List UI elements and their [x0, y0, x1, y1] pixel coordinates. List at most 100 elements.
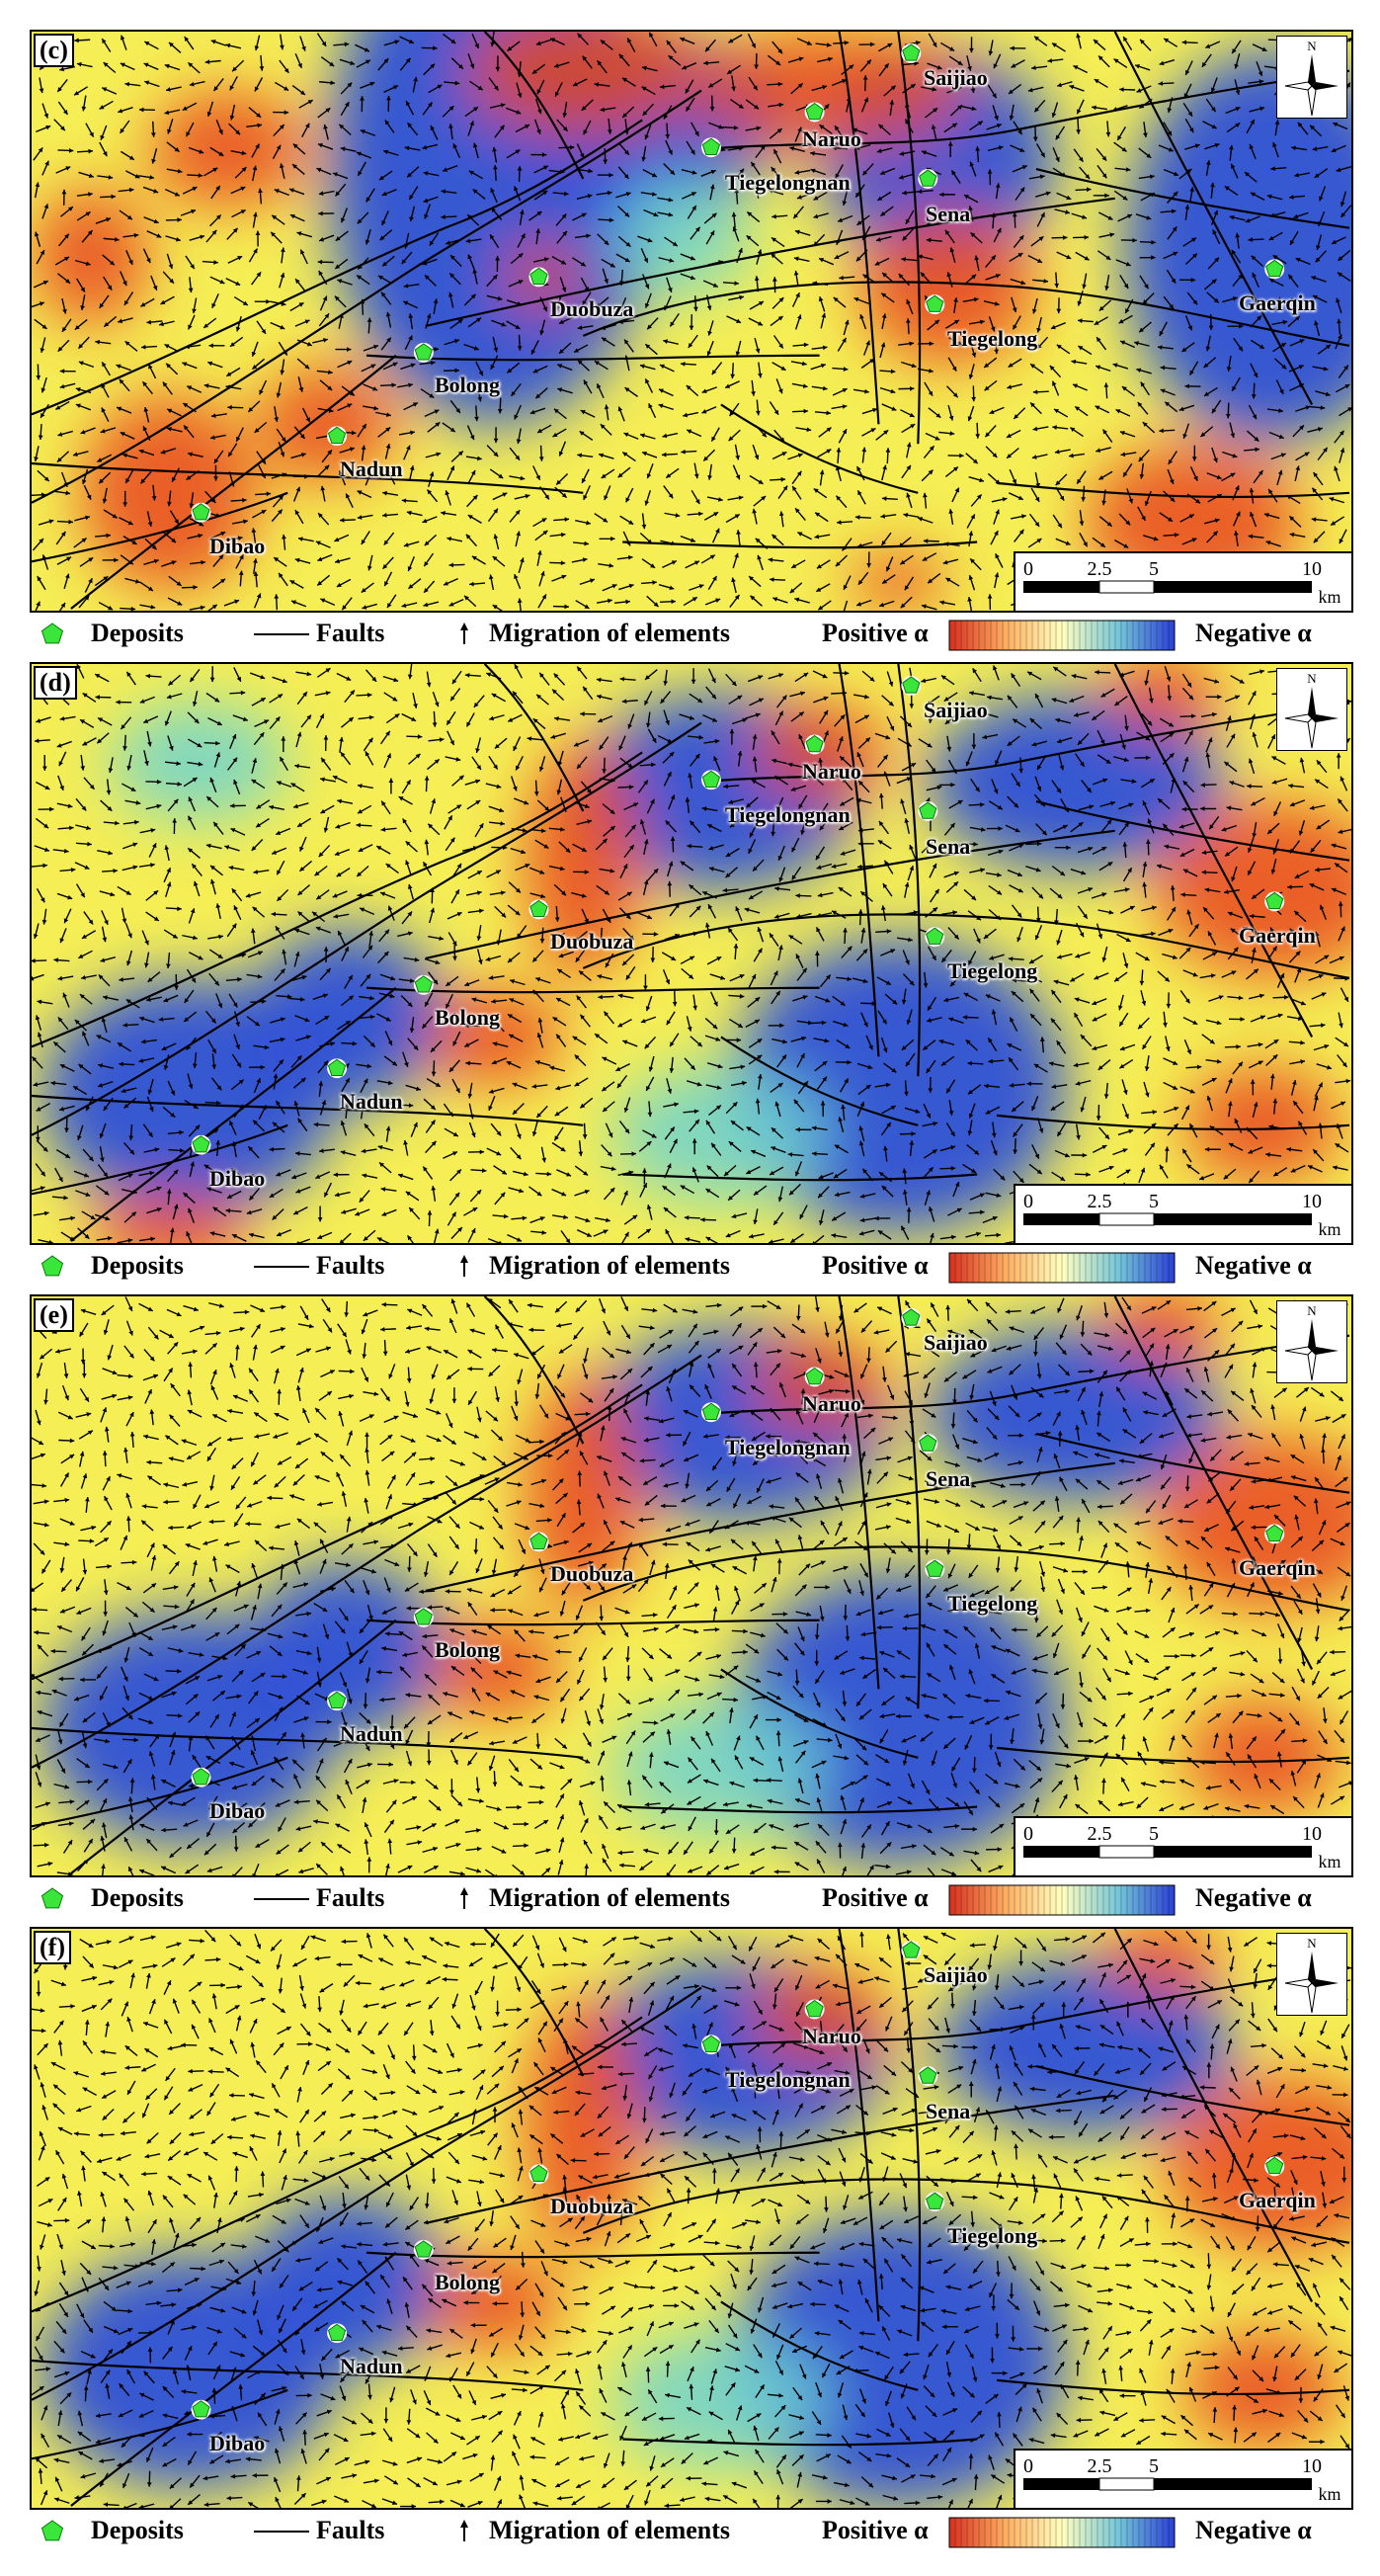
fault-line	[897, 1929, 922, 2342]
deposit-marker	[327, 2323, 348, 2344]
positive-alpha-zone	[1154, 1434, 1351, 1611]
positive-alpha-zone	[612, 178, 751, 297]
deposit-label-duobuza: Duobuza	[550, 2194, 634, 2218]
fault-line	[622, 2438, 978, 2447]
map-panel: Saijiao Naruo Tiegelongnan Sena Duobuza Gaerq…	[30, 1294, 1353, 1877]
fault-line	[700, 1966, 1350, 2048]
deposit-marker	[528, 267, 549, 288]
positive-alpha-zone	[90, 1194, 249, 1243]
fault-line	[425, 197, 1115, 328]
alpha-color-ramp	[948, 1884, 1176, 1916]
deposit-label-gaerqin: Gaerqin	[1239, 2188, 1316, 2212]
deposit-pentagon-icon	[41, 1887, 64, 1909]
deposit-marker	[901, 42, 922, 63]
fault-lines	[32, 1296, 1350, 1874]
deposit-label-gaerqin: Gaerqin	[1239, 923, 1316, 948]
deposit-marker	[413, 342, 434, 363]
deposit-marker	[804, 1999, 825, 2020]
deposit-pentagon-icon	[41, 623, 64, 644]
legend-negative-alpha: Negative α	[1195, 2516, 1312, 2544]
deposit-marker	[528, 1532, 549, 1552]
deposit-marker	[327, 1691, 348, 1711]
north-arrow: N	[1276, 668, 1347, 751]
deposit-marker	[1264, 259, 1285, 280]
deposit-marker	[191, 2399, 211, 2420]
deposit-marker	[804, 1367, 825, 1387]
deposit-label-dibao: Dibao	[209, 1798, 266, 1823]
fault-line	[1035, 1432, 1350, 1494]
legend-negative-alpha: Negative α	[1195, 619, 1312, 647]
deposit-marker	[700, 770, 721, 790]
deposit-label-tiegelongnan: Tiegelongnan	[725, 170, 851, 195]
deposit-label-bolong: Bolong	[435, 373, 501, 397]
deposit-marker	[191, 1767, 211, 1787]
positive-alpha-zone	[612, 1066, 830, 1205]
deposit-marker	[413, 2239, 434, 2260]
fault-line	[622, 1173, 978, 1182]
north-arrow: N	[1276, 36, 1347, 119]
negative-alpha-zone	[248, 1561, 446, 1738]
deposit-marker	[1264, 1524, 1285, 1544]
map-panel: Saijiao Naruo Tiegelongnan Sena Duobuza Gaerq…	[30, 30, 1353, 613]
fault-line	[996, 481, 1350, 498]
deposit-label-nadun: Nadun	[340, 1089, 403, 1114]
fault-line	[483, 1929, 585, 2077]
legend-positive-alpha: Positive α	[822, 619, 929, 647]
alpha-color-ramp	[948, 1252, 1176, 1284]
positive-alpha-zone	[1154, 801, 1351, 978]
fault-line	[32, 721, 702, 1136]
deposit-marker	[918, 2066, 938, 2086]
positive-alpha-zone	[149, 90, 308, 208]
fault-line	[483, 1296, 585, 1445]
deposit-label-sena: Sena	[926, 1466, 971, 1491]
negative-alpha-zone	[248, 2194, 446, 2370]
deposit-label-tiegelong: Tiegelong	[947, 326, 1038, 351]
fault-line-icon	[254, 1898, 309, 1900]
map-panel: Saijiao Naruo Tiegelongnan Sena Duobuza Gaerq…	[30, 1927, 1353, 2510]
fault-line	[425, 2094, 1115, 2225]
fault-line	[838, 664, 880, 1057]
deposit-marker	[901, 675, 922, 696]
fault-line-icon	[254, 1266, 309, 1268]
positive-alpha-zone	[524, 742, 643, 978]
deposit-marker	[1264, 891, 1285, 912]
legend-deposits: Deposits	[91, 2516, 184, 2544]
fault-line	[32, 1756, 288, 1828]
fault-line	[70, 1619, 397, 1874]
scale-bar: 0 2.5 5 10 km	[1014, 1184, 1351, 1243]
fault-line	[700, 69, 1350, 151]
deposit-label-tiegelongnan: Tiegelongnan	[725, 1435, 851, 1459]
deposit-label-duobuza: Duobuza	[550, 1561, 634, 1586]
fault-line	[720, 1668, 919, 1759]
fault-line	[897, 32, 922, 445]
panel-label: (f)	[34, 1931, 71, 1964]
fault-line	[32, 491, 288, 563]
fault-line	[1113, 32, 1314, 405]
fault-line	[897, 664, 922, 1077]
positive-alpha-zone	[1164, 2076, 1351, 2253]
migration-arrows	[32, 664, 1351, 1243]
deposit-marker	[925, 927, 945, 948]
map-legend: Deposits Faults Migration of elements Posit…	[30, 615, 1353, 656]
positive-alpha-zone	[524, 1374, 643, 1611]
deposit-label-nadun: Nadun	[340, 1721, 403, 1746]
alpha-color-ramp	[948, 620, 1176, 651]
svg-text:10: 10	[1302, 558, 1322, 580]
fault-line-icon	[254, 633, 309, 635]
legend-negative-alpha: Negative α	[1195, 1251, 1312, 1280]
legend-deposits: Deposits	[91, 1251, 184, 1280]
deposit-marker	[413, 974, 434, 995]
positive-alpha-zone	[1104, 1296, 1224, 1366]
legend-migration: Migration of elements	[489, 1883, 731, 1912]
deposit-label-naruo: Naruo	[802, 1391, 861, 1416]
fault-line	[1113, 1296, 1314, 1670]
fault-line	[483, 664, 585, 812]
deposit-label-dibao: Dibao	[209, 1166, 266, 1191]
fault-line	[582, 281, 1350, 347]
map-legend: Deposits Faults Migration of elements Posit…	[30, 1879, 1353, 1921]
positive-alpha-zone	[849, 551, 948, 611]
deposit-marker	[925, 294, 945, 315]
legend-faults: Faults	[316, 1883, 385, 1912]
deposit-pentagon-icon	[41, 2520, 64, 2541]
fault-line	[996, 1746, 1350, 1763]
